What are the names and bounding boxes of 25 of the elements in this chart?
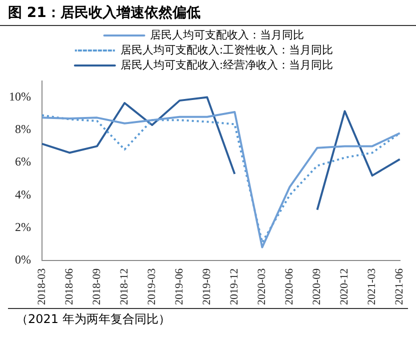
- text: （2021 年为两年复合同比）: [8, 308, 408, 330]
- x-tick-label: 2021-06: [394, 268, 406, 306]
- x-tick-label: 2020-03: [256, 268, 268, 306]
- legend-label: 居民人均可支配收入:工资性收入：当月同比: [120, 43, 334, 56]
- x-tick-label: 2018-09: [90, 268, 103, 306]
- x-tick-label: 2020-06: [284, 268, 296, 306]
- chart-title: 图 21：居民收入增速依然偏低: [0, 0, 416, 26]
- x-tick-label: 2019-09: [201, 268, 214, 306]
- x-tick-label: 2018-06: [63, 268, 76, 306]
- y-tick-label: 10%: [8, 89, 31, 104]
- x-tick-label: 2018-03: [36, 268, 48, 306]
- x-tick-label: 2018-12: [118, 268, 130, 306]
- x-tick-label: 2019-06: [174, 268, 186, 306]
- legend-label: 居民人均可支配收入:经营净收入：当月同比: [120, 58, 334, 72]
- legend-label: 居民人均可支配收入：当月同比: [150, 28, 304, 42]
- y-tick-label: 0%: [14, 252, 31, 266]
- x-tick-label: 2019-12: [228, 268, 241, 306]
- y-tick-label: 6%: [14, 154, 31, 169]
- x-tick-label: 2019-03: [146, 268, 158, 306]
- x-tick-label: 2021-03: [366, 268, 378, 306]
- y-tick-label: 8%: [14, 122, 31, 136]
- y-tick-label: 4%: [14, 187, 31, 202]
- x-tick-label: 2020-09: [311, 268, 324, 306]
- y-tick-label: 2%: [14, 220, 31, 234]
- x-tick-label: 2020-12: [338, 268, 351, 306]
